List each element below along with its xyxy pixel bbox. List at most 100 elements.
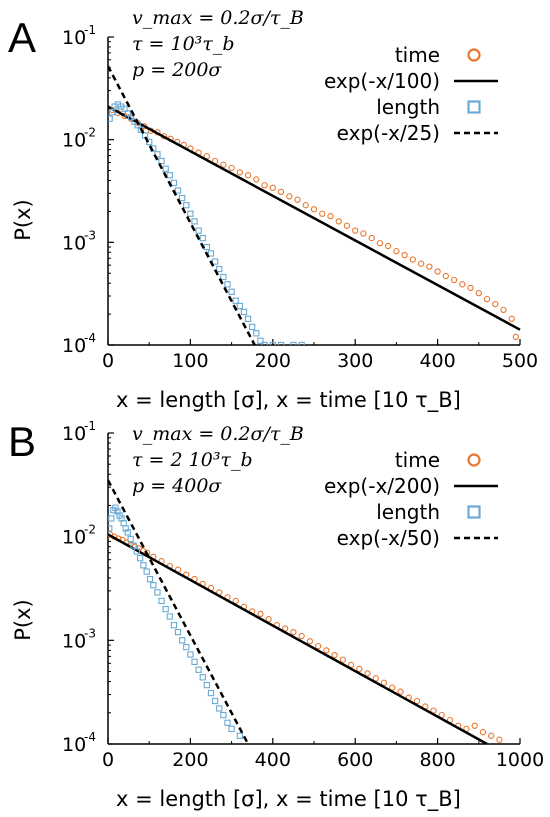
point-time: [310, 206, 318, 213]
legend-marker-square: [467, 100, 481, 114]
point-time: [442, 272, 449, 280]
point-length: [136, 555, 144, 562]
point-length: [108, 115, 113, 122]
y-tick-label: 10: [62, 232, 86, 254]
point-time: [356, 665, 363, 673]
x-axis-label-a: x = length [σ], x = time [10 τ_B]: [116, 388, 461, 413]
point-time: [459, 281, 466, 288]
point-time: [467, 284, 474, 292]
point-length: [143, 568, 150, 575]
y-tick-label: 10: [62, 335, 86, 357]
point-length: [162, 605, 169, 613]
point-length: [199, 234, 206, 242]
point-length: [199, 674, 206, 681]
y-tick-exponent: -3: [84, 626, 96, 640]
legend-label: exp(-x/50): [337, 526, 440, 550]
legend-label: exp(-x/200): [324, 474, 440, 498]
point-time: [401, 252, 408, 259]
y-tick-label: 10: [62, 630, 86, 652]
point-length: [121, 105, 128, 112]
point-length: [257, 337, 264, 344]
point-time: [253, 176, 260, 183]
fit-line-exp(-x/200): [108, 533, 488, 744]
point-time: [488, 732, 495, 739]
point-time: [508, 315, 515, 322]
x-tick-label: 200: [255, 350, 291, 372]
point-time: [496, 736, 503, 743]
point-length: [174, 187, 182, 194]
point-length: [146, 575, 154, 583]
point-time: [319, 210, 326, 217]
y-tick-exponent: -4: [84, 331, 96, 345]
point-time: [397, 688, 404, 695]
point-time: [385, 242, 392, 250]
point-length: [236, 302, 243, 310]
point-length: [228, 288, 235, 295]
legend-label: exp(-x/100): [324, 69, 440, 93]
panel-a: A v_max = 0.2σ/τ_B τ = 10³τ_b p = 200σ 0…: [8, 7, 538, 413]
point-length: [130, 542, 137, 549]
point-length: [195, 666, 202, 673]
fit-line-exp(-x/25): [108, 65, 256, 345]
point-length: [133, 548, 140, 555]
point-length: [166, 172, 173, 179]
y-tick-exponent: -1: [84, 419, 96, 433]
legend-label: time: [395, 448, 440, 472]
point-length: [253, 330, 260, 337]
point-time: [368, 234, 375, 242]
legend-marker-square: [467, 505, 481, 519]
param-vmax-b: v_max = 0.2σ/τ_B: [132, 423, 304, 445]
point-time: [220, 161, 227, 168]
y-tick-label: 10: [62, 734, 86, 756]
point-length: [211, 258, 219, 265]
point-length: [195, 227, 202, 234]
point-time: [409, 256, 417, 263]
point-time: [360, 230, 367, 237]
point-length: [150, 582, 157, 589]
legend-marker-circle: [467, 453, 481, 467]
point-length: [232, 297, 239, 304]
point-time: [277, 188, 285, 196]
point-time: [314, 642, 322, 650]
point-time: [269, 184, 276, 191]
point-time: [323, 647, 330, 654]
point-length: [166, 613, 173, 620]
point-time: [393, 248, 400, 255]
point-length: [127, 114, 135, 121]
x-tick-label: 600: [337, 749, 373, 771]
point-time: [376, 240, 384, 247]
y-tick-exponent: -3: [84, 228, 96, 242]
point-length: [224, 281, 231, 288]
point-length: [158, 157, 165, 165]
point-length: [220, 711, 227, 719]
point-length: [211, 697, 219, 705]
point-time: [339, 656, 346, 663]
y-tick-exponent: -2: [84, 523, 96, 537]
point-time: [475, 289, 482, 297]
point-time: [294, 196, 301, 203]
point-length: [108, 525, 113, 532]
point-time: [512, 333, 520, 341]
point-time: [265, 616, 272, 623]
point-length: [158, 597, 165, 605]
param-tau-a: τ = 10³τ_b: [132, 33, 234, 55]
data-layer: [108, 65, 521, 345]
point-time: [232, 597, 239, 605]
point-length: [170, 622, 178, 629]
point-length: [203, 681, 211, 689]
panel-b: B v_max = 0.2σ/τ_B τ = 2 10³τ_b p = 400σ…: [8, 418, 544, 812]
param-tau-b: τ = 2 10³τ_b: [132, 449, 253, 471]
point-length: [154, 151, 161, 158]
point-length: [236, 732, 243, 739]
point-time: [471, 722, 478, 729]
point-time: [483, 295, 491, 303]
param-vmax-a: v_max = 0.2σ/τ_B: [132, 7, 304, 29]
legend-marker-circle: [467, 48, 481, 62]
param-p-a: p = 200σ: [132, 59, 222, 81]
point-time: [364, 670, 371, 677]
point-length: [187, 651, 194, 658]
y-axis-label-b: P(x): [11, 599, 35, 640]
fit-line-exp(-x/50): [108, 479, 250, 744]
y-tick-label: 10: [62, 527, 86, 549]
